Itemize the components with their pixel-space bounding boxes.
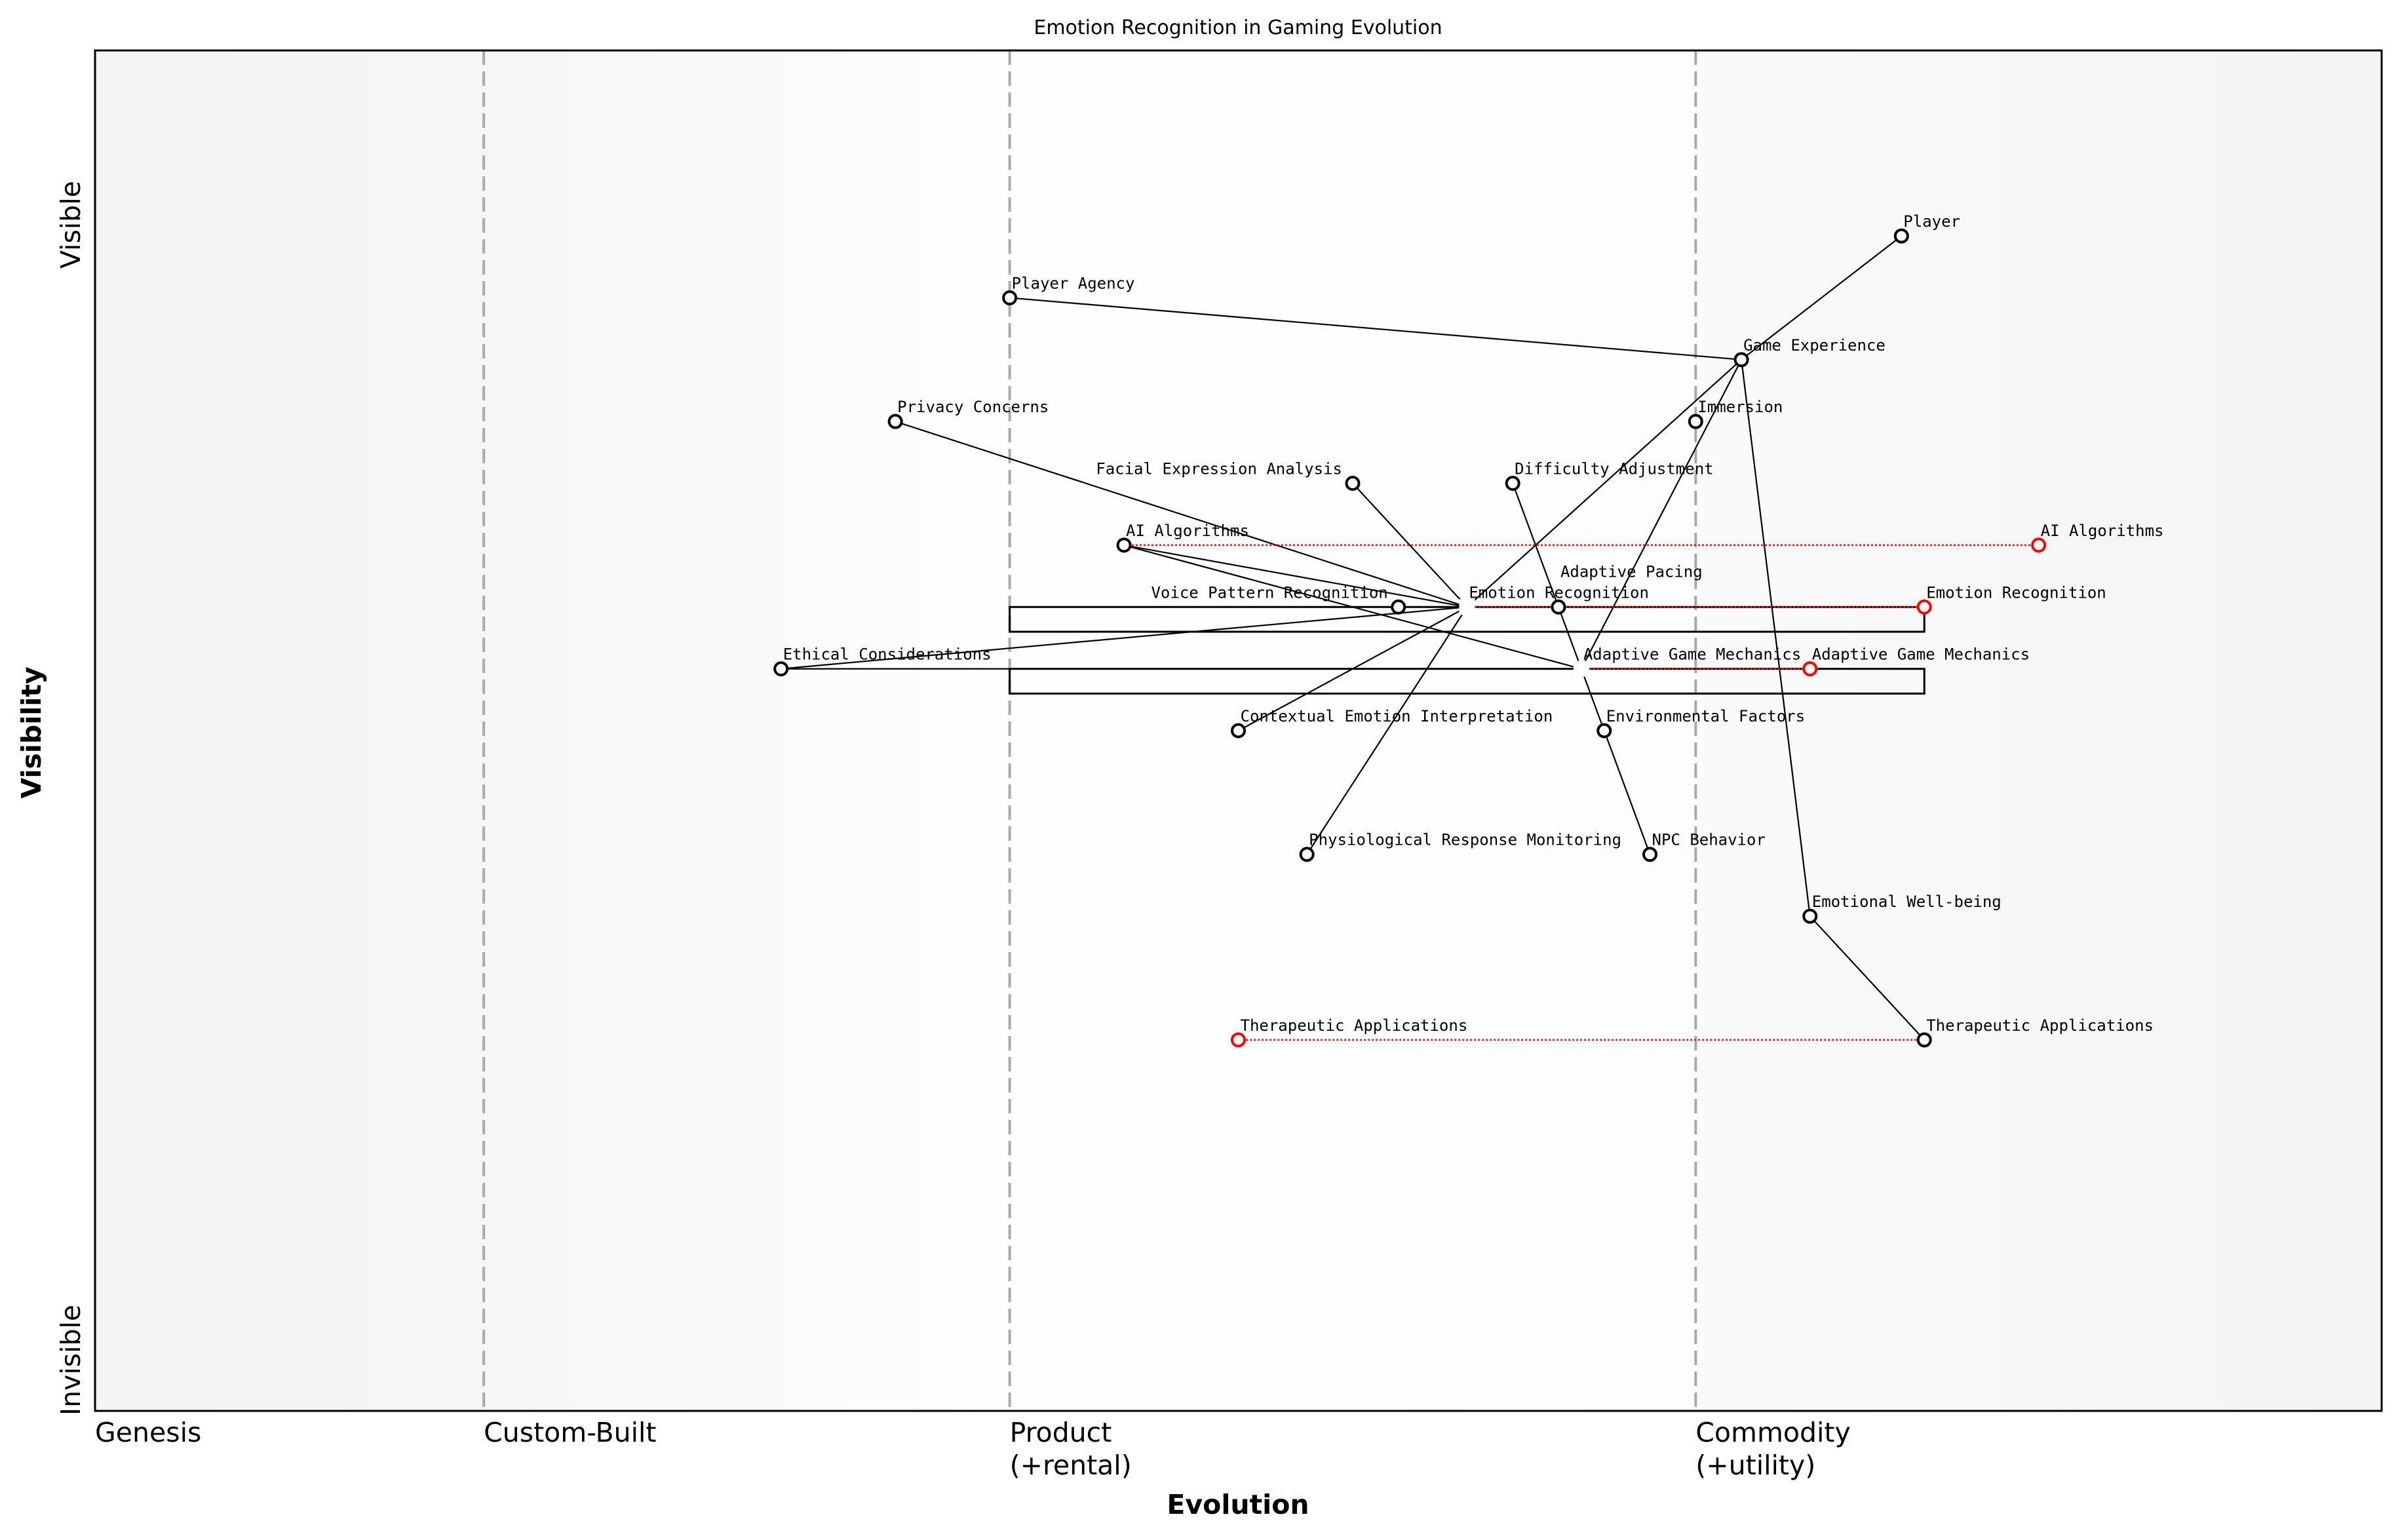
- dependency-link: [1557, 606, 1582, 670]
- evolved-component-marker: [1231, 1032, 1246, 1048]
- component-marker: [1597, 723, 1612, 739]
- evolved-component-marker: [2031, 537, 2047, 553]
- dependency-link: [1512, 483, 1559, 607]
- component-marker: [1505, 476, 1520, 491]
- plot-frame: [94, 49, 2383, 1412]
- dependency-link: [1009, 297, 1742, 360]
- dependency-link: [1237, 606, 1467, 731]
- stage-label: Custom-Built: [484, 1417, 656, 1448]
- pipeline-component-marker: [1459, 599, 1475, 615]
- component-label: AI Algorithms: [1126, 522, 1249, 540]
- evolved-component-marker: [1916, 599, 1932, 615]
- dependency-link: [1123, 544, 1582, 670]
- component-marker: [1116, 537, 1132, 553]
- component-label: Therapeutic Applications: [1926, 1016, 2154, 1035]
- dependency-link: [1352, 482, 1468, 608]
- component-marker: [1391, 599, 1406, 615]
- component-label: Facial Expression Analysis: [1096, 460, 1342, 478]
- y-tick-visible: Visible: [55, 181, 87, 269]
- pipeline-component-marker: [1573, 661, 1589, 677]
- dependency-link: [1741, 235, 1902, 360]
- component-label: Emotional Well-being: [1812, 893, 2002, 911]
- dependency-link: [1466, 359, 1742, 608]
- component-marker: [1002, 290, 1018, 305]
- chart-title: Emotion Recognition in Gaming Evolution: [1034, 16, 1442, 39]
- component-marker: [773, 661, 789, 677]
- component-label: Immersion: [1697, 398, 1783, 416]
- component-label: Environmental Factors: [1606, 707, 1805, 725]
- component-label: Contextual Emotion Interpretation: [1241, 707, 1553, 725]
- component-label: Player: [1903, 212, 1960, 231]
- component-label: Privacy Concerns: [897, 398, 1049, 416]
- component-label: Physiological Response Monitoring: [1309, 831, 1621, 849]
- dependency-link: [1123, 544, 1467, 608]
- component-label: Player Agency: [1012, 274, 1135, 292]
- component-marker: [1642, 847, 1658, 862]
- component-marker: [1802, 908, 1818, 924]
- x-axis-title: Evolution: [1167, 1489, 1309, 1520]
- stage-label: Genesis: [95, 1417, 201, 1448]
- dependency-link: [1809, 915, 1926, 1041]
- component-marker: [887, 414, 903, 429]
- dependency-link: [1580, 359, 1743, 670]
- y-tick-invisible: Invisible: [55, 1305, 87, 1415]
- dependency-link: [1306, 606, 1468, 855]
- evolved-component-label: Emotion Recognition: [1926, 583, 2106, 602]
- component-marker: [1688, 414, 1703, 429]
- component-marker: [1299, 847, 1315, 862]
- dependency-link: [1580, 668, 1605, 731]
- component-label: Adaptive Game Mechanics: [1583, 645, 1801, 664]
- component-marker: [1916, 1032, 1932, 1048]
- evolved-component-label: Adaptive Game Mechanics: [1812, 645, 2030, 664]
- evolved-component-label: Therapeutic Applications: [1241, 1016, 1468, 1035]
- component-label: Adaptive Pacing: [1560, 562, 1703, 581]
- y-axis-title: Visibility: [16, 666, 47, 798]
- component-marker: [1345, 476, 1361, 491]
- dependency-link: [1740, 359, 1811, 917]
- component-label: NPC Behavior: [1652, 831, 1766, 849]
- component-marker: [1231, 723, 1246, 739]
- component-marker: [1551, 599, 1566, 615]
- component-marker: [1893, 228, 1909, 244]
- stage-label: Product (+rental): [1010, 1417, 1132, 1481]
- component-label: Emotion Recognition: [1469, 583, 1649, 602]
- evolved-component-label: AI Algorithms: [2041, 522, 2164, 540]
- dependency-link: [781, 606, 1467, 670]
- stage-label: Commodity (+utility): [1695, 1417, 1850, 1481]
- evolved-component-marker: [1802, 661, 1818, 677]
- dependency-link: [895, 421, 1467, 608]
- dependency-link: [1603, 730, 1651, 855]
- component-label: Ethical Considerations: [783, 645, 992, 664]
- component-label: Game Experience: [1743, 336, 1886, 355]
- component-label: Voice Pattern Recognition: [1151, 583, 1387, 602]
- component-label: Difficulty Adjustment: [1515, 460, 1713, 478]
- component-marker: [1733, 352, 1749, 368]
